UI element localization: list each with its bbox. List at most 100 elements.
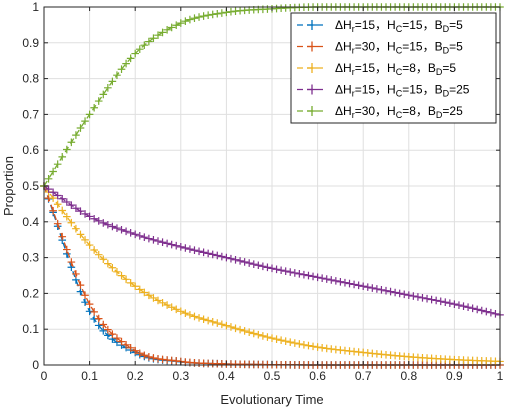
data-point-marker xyxy=(172,21,181,30)
data-point-marker xyxy=(76,230,85,239)
data-point-marker xyxy=(263,333,272,341)
data-point-marker xyxy=(67,138,76,147)
data-point-marker xyxy=(49,167,57,176)
data-point-marker xyxy=(145,37,153,46)
data-point-marker xyxy=(72,131,80,139)
legend-label: ΔHr=30，HC=8，BD=25 xyxy=(335,104,463,120)
data-point-marker xyxy=(304,271,313,280)
legend-label-part: =5 xyxy=(442,61,456,75)
legend-marker xyxy=(307,20,317,30)
legend-label-subscript: D xyxy=(443,89,450,99)
x-tick-label: 0.6 xyxy=(309,369,326,383)
legend-entry-4: ΔHr=15，HC=15，BD=25 xyxy=(297,83,470,99)
legend-label-subscript: D xyxy=(436,110,443,120)
legend-marker xyxy=(307,84,317,95)
data-point-marker xyxy=(213,319,222,327)
data-point-marker xyxy=(135,349,144,358)
legend-entry-1: ΔHr=15，HC=15，BD=5 xyxy=(297,18,463,34)
data-point-marker xyxy=(72,204,80,213)
data-point-marker xyxy=(163,26,171,34)
data-point-marker xyxy=(254,330,263,339)
data-point-marker xyxy=(204,249,212,258)
data-point-marker xyxy=(117,225,126,234)
x-tick-label: 0.8 xyxy=(400,369,417,383)
data-point-marker xyxy=(53,219,62,228)
data-point-marker xyxy=(131,346,139,355)
data-point-marker xyxy=(181,17,190,26)
data-point-marker xyxy=(181,244,190,252)
legend-label-part: =15，B xyxy=(402,83,442,97)
legend-label: ΔHr=30，HC=15，BD=5 xyxy=(335,40,463,56)
legend-label-part: =5 xyxy=(449,40,463,54)
data-point-marker xyxy=(85,300,94,308)
data-point-marker xyxy=(113,334,121,342)
data-point-marker xyxy=(231,324,240,333)
data-point-marker xyxy=(418,294,427,302)
legend-marker xyxy=(307,41,317,52)
legend-entry-3: ΔHr=15，HC=8，BD=5 xyxy=(297,61,456,77)
data-point-marker xyxy=(108,263,117,272)
data-point-marker xyxy=(400,290,409,299)
legend-label: ΔHr=15，HC=15，BD=5 xyxy=(335,18,463,34)
legend-label-subscript: r xyxy=(352,46,355,56)
data-point-marker xyxy=(94,217,103,225)
data-point-marker xyxy=(140,41,149,49)
data-point-marker xyxy=(231,255,240,264)
data-point-marker xyxy=(473,305,481,314)
data-point-marker xyxy=(53,200,62,209)
data-point-marker xyxy=(259,332,267,340)
data-point-marker xyxy=(113,267,121,276)
data-point-marker xyxy=(126,279,135,287)
legend-label-subscript: C xyxy=(396,67,403,77)
data-point-marker xyxy=(94,97,103,105)
data-point-marker xyxy=(117,65,126,74)
data-point-marker xyxy=(53,191,62,200)
x-tick-label: 0 xyxy=(41,369,48,383)
data-point-marker xyxy=(313,273,322,282)
legend-label-part: ΔH xyxy=(335,83,352,97)
legend-label-part: =25 xyxy=(442,104,463,118)
data-point-marker xyxy=(117,271,126,280)
legend-label-part: =8，B xyxy=(402,61,436,75)
data-point-marker xyxy=(423,294,431,303)
data-point-marker xyxy=(81,117,89,125)
data-point-marker xyxy=(240,258,249,266)
data-point-marker xyxy=(149,354,158,362)
axis-ticks: 0 0.1 0.2 0.3 0.4 0.5 0.6 0.7 0.8 0.9 1 0 0.1 0.2 0.3 0… xyxy=(22,0,503,383)
data-point-marker xyxy=(236,325,244,334)
data-point-marker xyxy=(167,23,176,32)
data-point-marker xyxy=(76,207,85,215)
data-point-marker xyxy=(99,90,108,99)
data-point-marker xyxy=(63,145,71,154)
data-point-marker xyxy=(208,10,217,19)
data-point-marker xyxy=(49,206,57,215)
data-point-marker xyxy=(126,343,135,352)
data-point-marker xyxy=(249,260,258,268)
x-tick-label: 0.3 xyxy=(172,369,189,383)
data-point-marker xyxy=(154,296,162,305)
series-4 xyxy=(40,182,504,319)
data-point-marker xyxy=(154,355,162,363)
legend-label: ΔHr=15，HC=8，BD=5 xyxy=(335,61,456,77)
data-point-marker xyxy=(113,71,121,79)
data-point-marker xyxy=(108,330,117,338)
y-tick-label: 0.1 xyxy=(22,322,39,336)
data-point-marker xyxy=(446,299,454,307)
data-point-marker xyxy=(85,241,94,249)
legend-label-subscript: r xyxy=(352,110,355,120)
data-point-marker xyxy=(113,224,121,232)
data-point-marker xyxy=(436,297,445,306)
data-point-marker xyxy=(199,315,208,324)
data-point-marker xyxy=(140,351,149,360)
data-point-marker xyxy=(104,220,112,229)
legend-label-subscript: D xyxy=(443,24,450,34)
data-point-marker xyxy=(272,335,281,344)
data-point-marker xyxy=(304,341,313,350)
data-point-marker xyxy=(44,185,53,193)
data-point-marker xyxy=(104,325,112,334)
data-point-marker xyxy=(135,285,144,294)
data-point-marker xyxy=(309,342,317,351)
data-point-marker xyxy=(441,298,450,307)
data-point-marker xyxy=(131,49,139,58)
data-point-marker xyxy=(58,206,67,215)
